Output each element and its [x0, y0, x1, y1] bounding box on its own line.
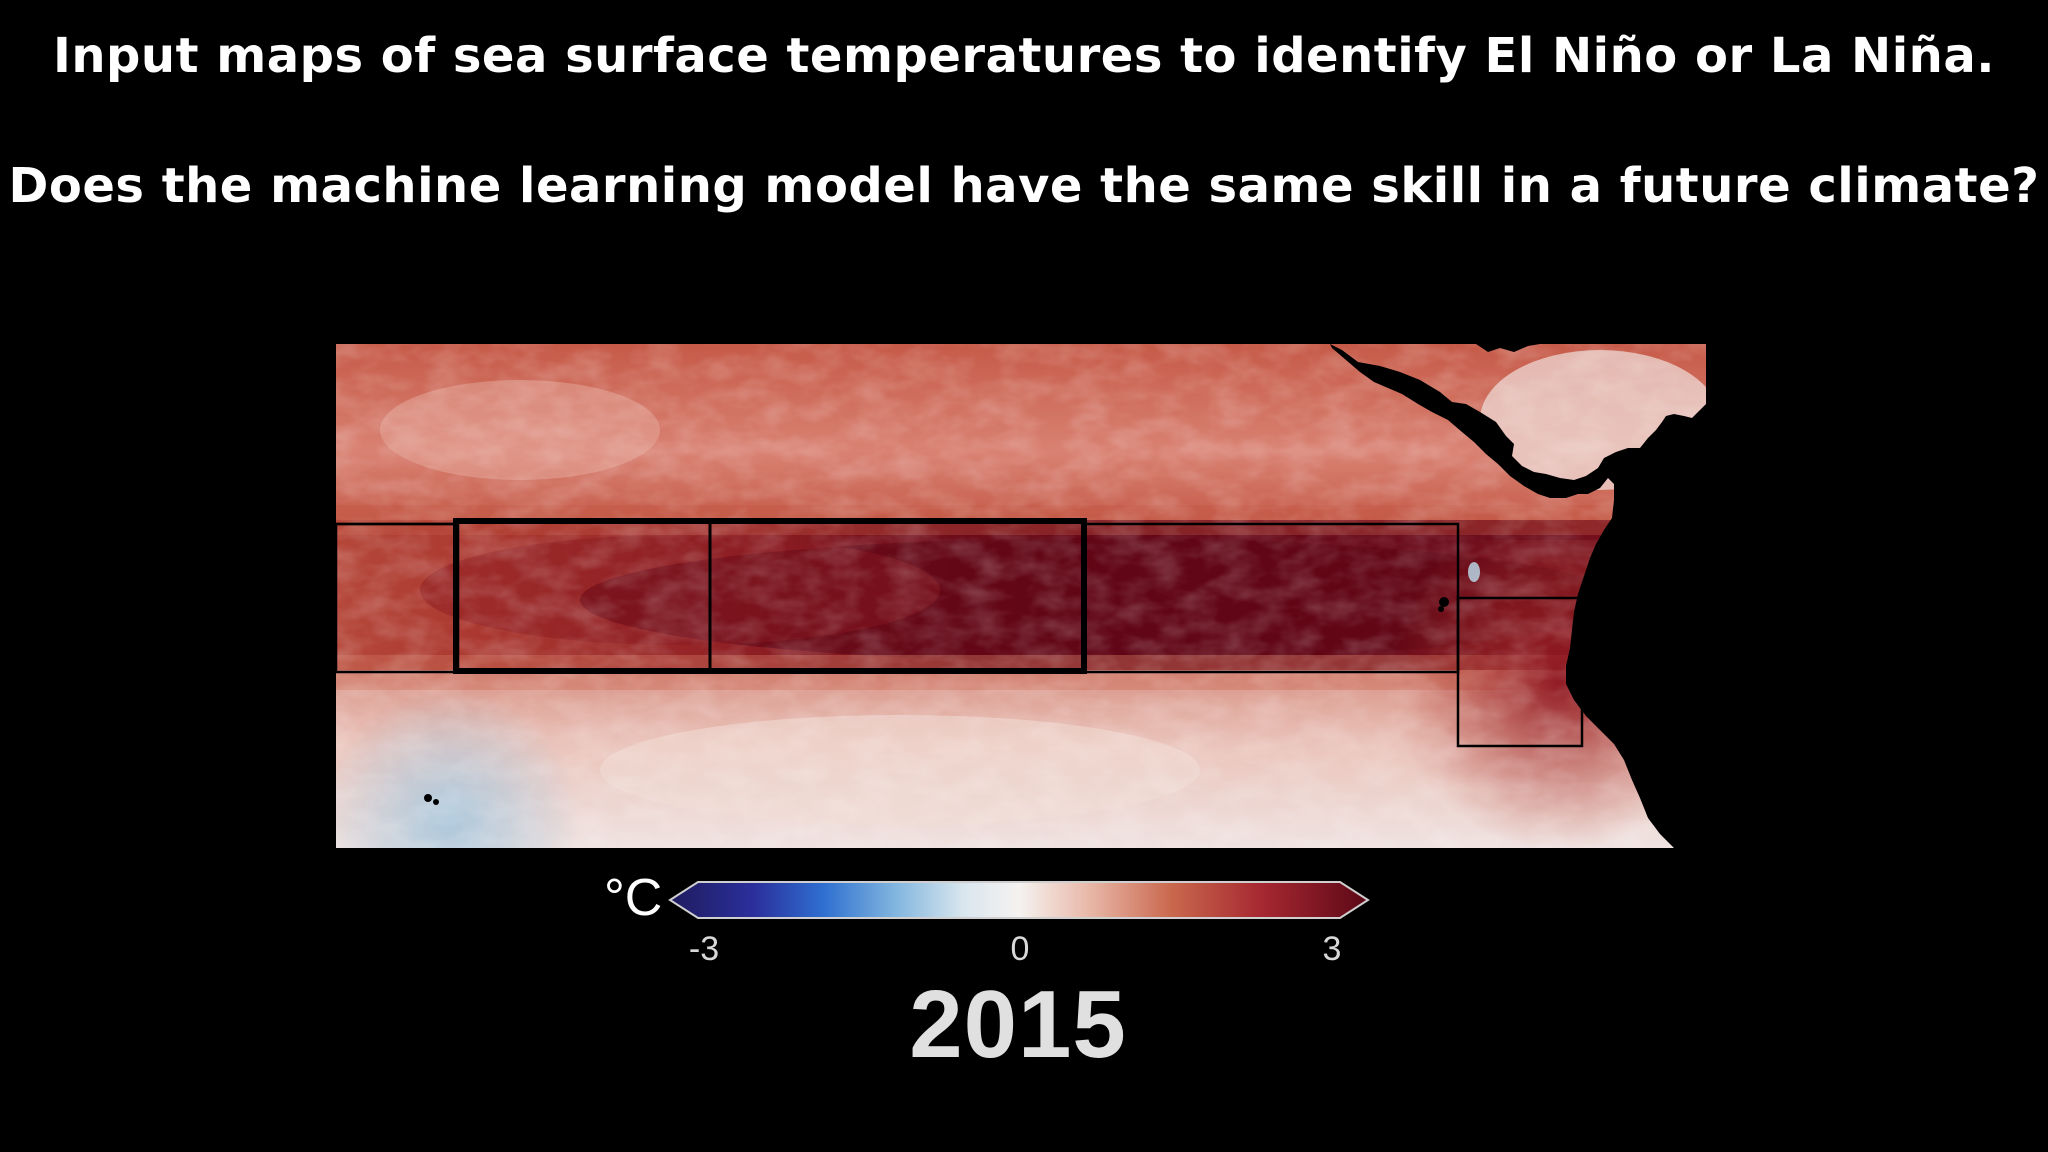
ocean-field: [336, 344, 1706, 848]
colorbar-unit-label: °C: [604, 869, 663, 927]
headline-line-2: Does the machine learning model have the…: [8, 158, 2040, 214]
nino-3-4-box: [453, 518, 1087, 674]
nino-1-2-box: [1456, 596, 1584, 748]
headline-line-1: Input maps of sea surface temperatures t…: [53, 28, 1995, 84]
year-label: 2015: [909, 971, 1127, 1078]
island-galapagos-2: [1438, 606, 1444, 612]
island-south-pacific: [424, 794, 432, 802]
colorbar-tick-min: -3: [688, 930, 720, 968]
colorbar: [668, 881, 1370, 919]
land-caribbean: [1476, 344, 1540, 352]
cool-spot-near-coast: [1468, 562, 1480, 582]
colorbar-tick-mid: 0: [1010, 930, 1030, 968]
island-galapagos: [1439, 597, 1449, 607]
nino-region-boxes: [334, 518, 1584, 748]
land-americas: [1330, 344, 1706, 848]
texture-overlay: [336, 344, 1706, 848]
island-south-pacific-2: [433, 799, 439, 805]
colorbar-tick-max: 3: [1322, 930, 1342, 968]
